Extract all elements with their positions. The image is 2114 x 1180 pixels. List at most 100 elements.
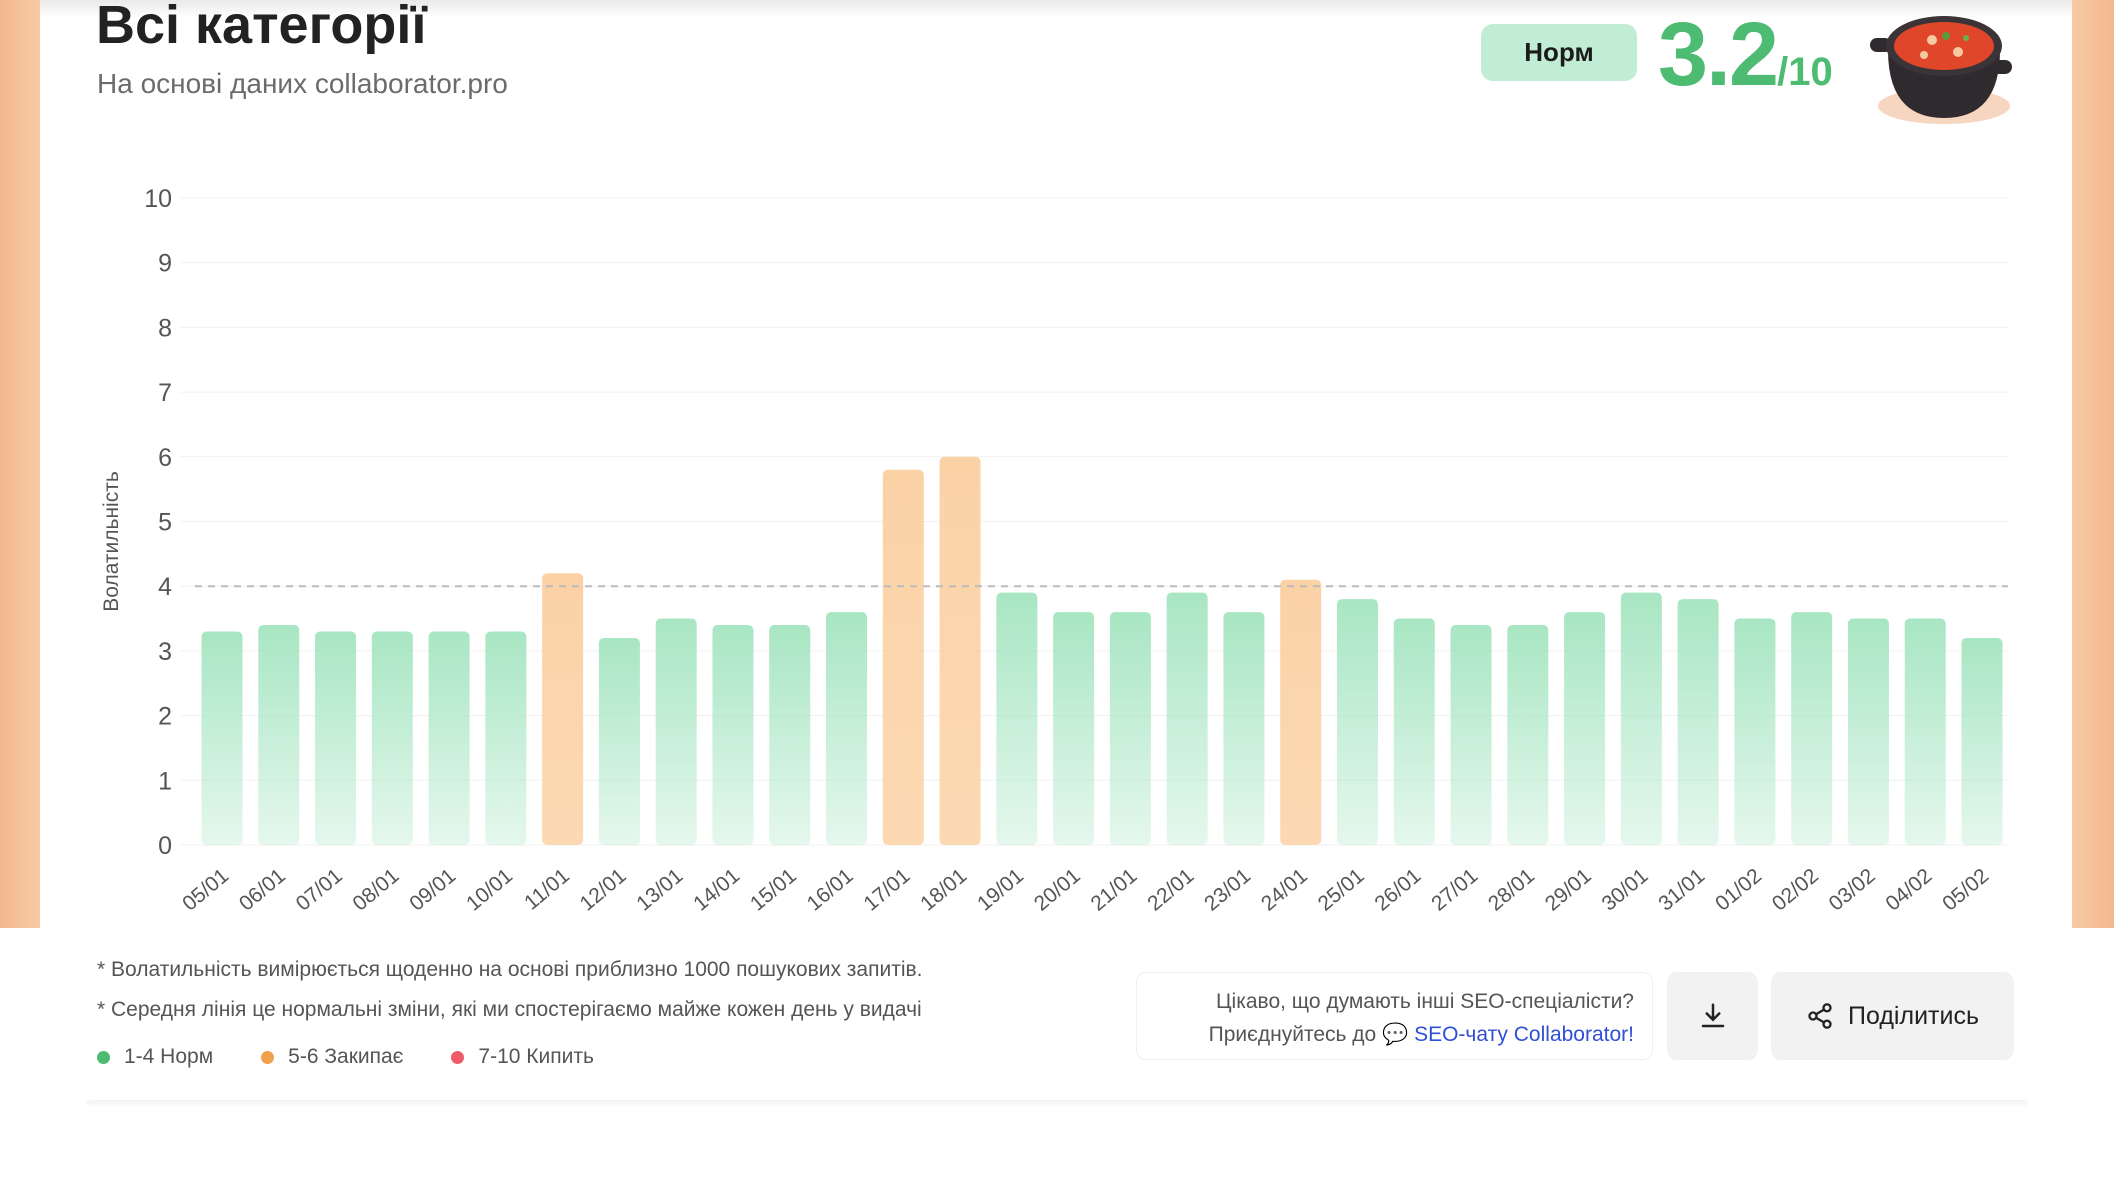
bar xyxy=(1280,579,1322,845)
x-tick-label: 23/01 xyxy=(1200,864,1255,915)
x-tick-label: 20/01 xyxy=(1030,864,1085,915)
x-tick-label: 28/01 xyxy=(1484,864,1539,915)
x-tick-label: 15/01 xyxy=(746,864,801,915)
x-tick-label: 16/01 xyxy=(803,864,858,915)
x-tick-label: 11/01 xyxy=(520,864,574,914)
bar xyxy=(428,631,470,845)
bar xyxy=(201,631,243,845)
y-tick-label: 1 xyxy=(158,767,172,795)
x-tick-label: 01/02 xyxy=(1711,864,1766,915)
bar xyxy=(1904,618,1946,845)
legend-dot xyxy=(261,1050,275,1064)
x-tick-label: 12/01 xyxy=(576,864,631,915)
top-shadow xyxy=(40,0,2072,18)
bar xyxy=(1109,612,1151,845)
y-axis-label: Волатильність xyxy=(100,471,123,612)
share-label: Поділитись xyxy=(1848,1001,1979,1030)
x-tick-label: 31/01 xyxy=(1654,864,1709,915)
bar xyxy=(882,469,924,845)
x-tick-label: 13/01 xyxy=(632,864,687,915)
bar xyxy=(1677,599,1719,845)
x-tick-label: 02/02 xyxy=(1768,864,1823,915)
y-tick-label: 6 xyxy=(158,444,172,472)
bar xyxy=(1450,625,1492,845)
y-tick-label: 7 xyxy=(158,379,172,407)
bar xyxy=(712,625,754,845)
share-button[interactable]: Поділитись xyxy=(1771,972,2014,1060)
bar xyxy=(598,637,640,845)
x-tick-label: 10/01 xyxy=(462,864,517,915)
bar xyxy=(1734,618,1776,845)
bar xyxy=(655,618,697,845)
legend: 1-4 Норм 5-6 Закипає 7-10 Кипить xyxy=(97,1045,594,1069)
page-subtitle: На основі даних collaborator.pro xyxy=(97,68,508,99)
page-title: Всі категорії xyxy=(96,0,427,55)
chat-join-text: Приєднуйтесь до xyxy=(1208,1023,1377,1046)
bar xyxy=(1791,612,1833,845)
bar xyxy=(1393,618,1435,845)
chat-bubble-icon: 💬 xyxy=(1382,1023,1409,1046)
footnote-1: * Волатильність вимірюється щоденно на о… xyxy=(97,958,923,981)
legend-dot xyxy=(97,1050,110,1064)
background-left xyxy=(0,0,40,928)
footer-divider xyxy=(86,1100,2028,1108)
x-tick-label: 03/02 xyxy=(1825,864,1880,915)
score-max: /10 xyxy=(1777,50,1833,94)
y-tick-label: 9 xyxy=(158,250,172,278)
bar xyxy=(1166,592,1208,845)
bar xyxy=(826,612,868,845)
bar xyxy=(1620,592,1662,845)
bar xyxy=(485,631,527,845)
status-badge: Норм xyxy=(1481,24,1637,81)
x-tick-label: 09/01 xyxy=(405,864,460,915)
download-button[interactable] xyxy=(1667,972,1758,1060)
bar xyxy=(769,625,811,845)
x-tick-label: 29/01 xyxy=(1541,864,1596,915)
x-tick-label: 07/01 xyxy=(292,864,347,915)
x-tick-label: 24/01 xyxy=(1257,864,1312,915)
legend-dot xyxy=(451,1050,465,1064)
legend-label: 5-6 Закипає xyxy=(288,1045,404,1068)
x-tick-label: 25/01 xyxy=(1314,864,1369,915)
bar xyxy=(1223,612,1265,845)
legend-item-simmering: 5-6 Закипає xyxy=(261,1045,403,1069)
background-right xyxy=(2072,0,2114,928)
y-tick-label: 5 xyxy=(158,509,172,537)
y-tick-label: 8 xyxy=(158,314,172,342)
bar xyxy=(1507,625,1549,845)
bar xyxy=(1961,637,2003,845)
bar xyxy=(1847,618,1889,845)
x-tick-label: 27/01 xyxy=(1427,864,1482,915)
bar xyxy=(996,592,1038,845)
x-tick-label: 26/01 xyxy=(1370,864,1425,915)
x-tick-label: 04/02 xyxy=(1881,864,1936,915)
bar xyxy=(258,625,300,845)
y-tick-label: 2 xyxy=(158,703,172,731)
x-tick-label: 21/01 xyxy=(1087,864,1142,915)
bar xyxy=(1336,599,1378,845)
y-tick-label: 10 xyxy=(144,185,172,213)
x-tick-label: 17/01 xyxy=(859,864,914,915)
chat-invite: Цікаво, що думають інші SEO-спеціалісти?… xyxy=(1136,972,1653,1060)
soup-pot-icon xyxy=(1870,16,2012,124)
y-tick-label: 3 xyxy=(158,638,172,666)
bar xyxy=(1053,612,1095,845)
x-tick-label: 06/01 xyxy=(235,864,290,915)
legend-label: 1-4 Норм xyxy=(124,1045,214,1068)
x-tick-label: 19/01 xyxy=(973,864,1028,915)
share-icon xyxy=(1808,1003,1832,1029)
score-value: 3.2 xyxy=(1658,5,1779,105)
x-tick-label: 18/01 xyxy=(916,864,971,915)
y-tick-label: 4 xyxy=(158,573,172,601)
y-tick-label: 0 xyxy=(158,832,172,860)
x-tick-label: 22/01 xyxy=(1143,864,1198,915)
legend-item-boiling: 7-10 Кипить xyxy=(451,1045,594,1069)
seo-chat-link[interactable]: SEO-чату Collaborator! xyxy=(1414,1023,1634,1046)
bar xyxy=(371,631,413,845)
chat-question: Цікаво, що думають інші SEO-спеціалісти? xyxy=(1216,990,1634,1013)
x-tick-label: 30/01 xyxy=(1598,864,1653,915)
footnote-2: * Середня лінія це нормальні зміни, які … xyxy=(97,998,922,1021)
volatility-bar-chart: 0 1 2 3 4 5 6 7 8 9 10 Волатильність 05/01 06/01 07/01… xyxy=(100,185,2008,916)
bar xyxy=(542,573,584,845)
x-tick-label: 14/01 xyxy=(689,864,744,915)
